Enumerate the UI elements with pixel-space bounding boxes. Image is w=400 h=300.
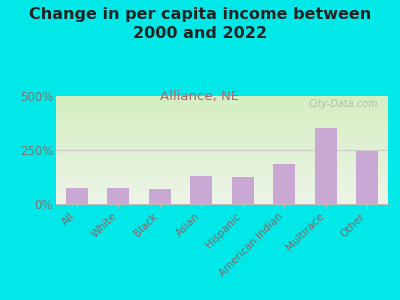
- Bar: [108, 188, 129, 204]
- Bar: [149, 189, 170, 204]
- Text: Change in per capita income between
2000 and 2022: Change in per capita income between 2000…: [29, 8, 371, 41]
- Bar: [190, 176, 212, 204]
- Text: Alliance, NE: Alliance, NE: [160, 90, 240, 103]
- Bar: [66, 188, 88, 204]
- Bar: [274, 164, 295, 204]
- Text: City-Data.com: City-Data.com: [308, 99, 378, 109]
- Bar: [356, 151, 378, 204]
- Bar: [315, 128, 336, 204]
- Bar: [232, 177, 254, 204]
